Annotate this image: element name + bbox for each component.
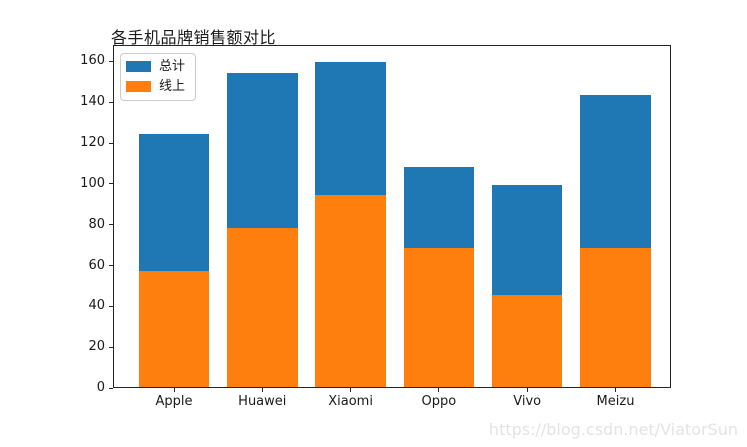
x-tick-xiaomi [350,388,352,392]
bar-online-apple [138,270,210,387]
legend-label-online: 线上 [159,79,186,94]
watermark: https://blog.csdn.net/ViatorSun [488,420,738,439]
y-tick-160 [109,60,113,62]
y-tick-label-100: 100 [80,175,105,191]
bar-online-xiaomi [315,195,386,387]
y-tick-label-0: 0 [96,380,105,395]
x-tick-label-huawei: Huawei [238,394,287,409]
x-tick-label-xiaomi: Xiaomi [328,394,373,409]
y-tick-100 [109,183,113,185]
y-tick-label-160: 160 [80,53,105,69]
y-tick-40 [109,305,113,307]
y-tick-label-140: 140 [80,94,105,110]
y-tick-label-40: 40 [88,298,105,314]
bar-online-huawei [226,227,298,387]
bar-online-oppo [403,248,475,387]
bar-online-vivo [491,295,563,387]
y-tick-label-60: 60 [88,257,105,273]
y-tick-140 [109,101,113,103]
x-tick-label-apple: Apple [155,394,193,409]
legend-item-total: 总计 [126,60,185,73]
legend-label-total: 总计 [159,59,186,74]
legend-swatch-total [126,61,151,72]
legend: 总计 线上 [120,53,197,101]
x-tick-vivo [526,388,528,392]
y-tick-label-20: 20 [88,339,105,355]
y-tick-label-80: 80 [88,216,105,232]
legend-swatch-online [126,81,151,92]
plot-area: 总计 线上 [113,45,671,388]
x-tick-label-vivo: Vivo [513,394,542,409]
x-tick-apple [173,388,175,392]
y-tick-120 [109,142,113,144]
y-tick-label-120: 120 [80,135,105,150]
x-tick-huawei [261,388,263,392]
y-tick-80 [109,224,113,226]
x-tick-label-meizu: Meizu [596,394,635,409]
chart-title: 各手机品牌销售额对比 [111,28,277,47]
y-tick-20 [109,346,113,348]
x-tick-meizu [615,388,616,392]
x-tick-label-oppo: Oppo [421,394,457,409]
y-tick-0 [109,387,113,389]
legend-item-online: 线上 [126,80,185,93]
bar-online-meizu [580,248,651,387]
y-tick-60 [109,265,113,266]
x-tick-oppo [438,388,440,392]
